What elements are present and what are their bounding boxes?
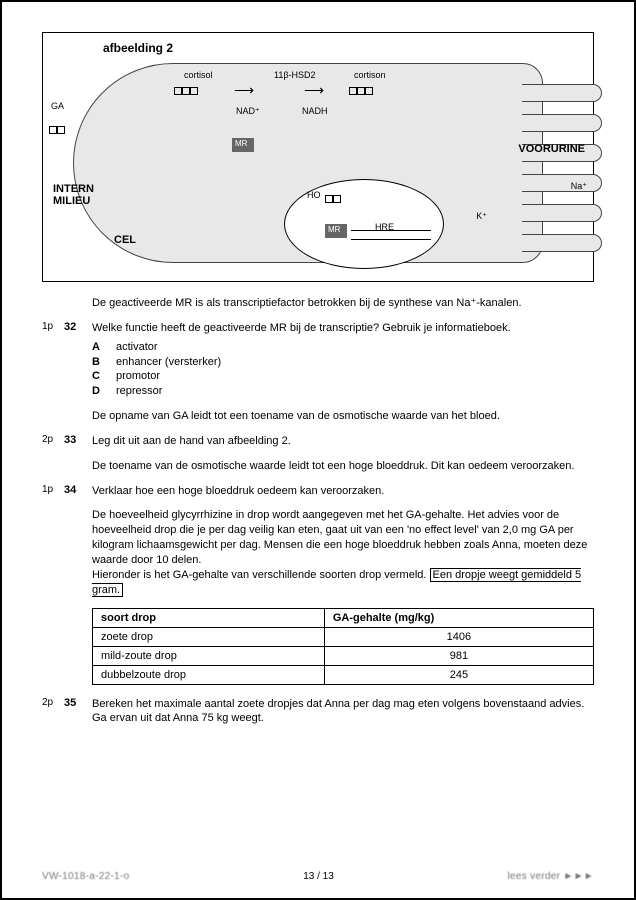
dna-strand [351, 230, 431, 240]
question-33: 2p 33 Leg dit uit aan de hand van afbeel… [92, 434, 594, 449]
q34-marker: 1p [42, 484, 64, 499]
label-intern: INTERN MILIEU [53, 183, 113, 207]
q32-marker: 1p [42, 321, 64, 399]
q34-text: Verklaar hoe een hoge bloeddruk oedeem k… [92, 484, 594, 499]
q32-text: Welke functie heeft de geactiveerde MR b… [92, 322, 511, 334]
label-enzyme: 11β-HSD2 [274, 70, 316, 80]
label-cortisol: cortisol [184, 70, 213, 80]
molecule-nucleus [325, 194, 365, 214]
table-row: mild-zoute drop 981 [93, 646, 594, 665]
q33-text: Leg dit uit aan de hand van afbeelding 2… [92, 434, 594, 449]
molecule-cortisol [174, 86, 214, 106]
q32-num: 32 [64, 321, 92, 399]
q33-num: 33 [64, 434, 92, 449]
figure-title: afbeelding 2 [103, 41, 173, 55]
q32-opt-d: Drepressor [92, 384, 594, 399]
para-3: De toename van de osmotische waarde leid… [92, 459, 594, 474]
q32-opt-b: Benhancer (versterker) [92, 355, 594, 370]
label-cel: CEL [114, 234, 136, 246]
label-na: Na⁺ [571, 181, 587, 192]
intro-para: De geactiveerde MR is als transcriptiefa… [92, 296, 594, 311]
th-soort: soort drop [93, 608, 325, 627]
label-k: K⁺ [476, 211, 487, 222]
molecule-cortison [349, 86, 389, 106]
para-4b: Hieronder is het GA-gehalte van verschil… [92, 569, 426, 581]
label-nad: NAD⁺ [236, 106, 260, 117]
q34-num: 34 [64, 484, 92, 499]
molecule-ga [49, 125, 89, 145]
q35-marker: 2p [42, 697, 64, 727]
cell-shape: cortisol 11β-HSD2 cortison NAD⁺ NADH ⟶ ⟶… [73, 63, 543, 263]
page-footer: VW-1018-a-22-1-o 13 / 13 lees verder ►►► [42, 871, 594, 882]
q35-num: 35 [64, 697, 92, 727]
label-voorurine: VOORURINE [518, 143, 585, 155]
para-4: De hoeveelheid glycyrrhizine in drop wor… [92, 508, 594, 597]
table-row: dubbelzoute drop 245 [93, 665, 594, 684]
q32-opt-c: Cpromotor [92, 369, 594, 384]
footer-right: lees verder ►►► [508, 871, 594, 882]
mr-receptor-nucleus [325, 224, 347, 238]
label-cortison: cortison [354, 70, 386, 80]
footer-left: VW-1018-a-22-1-o [42, 871, 129, 882]
mr-receptor-cyto [232, 138, 254, 152]
label-ho: HO [307, 190, 321, 200]
table-header-row: soort drop GA-gehalte (mg/kg) [93, 608, 594, 627]
label-nadh: NADH [302, 106, 328, 116]
question-35: 2p 35 Bereken het maximale aantal zoete … [92, 697, 594, 727]
q33-marker: 2p [42, 434, 64, 449]
reaction-arrow-2: ⟶ [304, 82, 324, 99]
para-2: De opname van GA leidt tot een toename v… [92, 409, 594, 424]
label-ga: GA [51, 101, 64, 111]
content-body: De geactiveerde MR is als transcriptiefa… [92, 296, 594, 726]
q35-text: Bereken het maximale aantal zoete dropje… [92, 697, 594, 727]
question-34: 1p 34 Verklaar hoe een hoge bloeddruk oe… [92, 484, 594, 499]
drop-table: soort drop GA-gehalte (mg/kg) zoete drop… [92, 608, 594, 685]
reaction-arrow: ⟶ [234, 82, 254, 99]
figure-2: afbeelding 2 cortisol 11β-HSD2 cortison … [42, 32, 594, 282]
q32-opt-a: Aactivator [92, 340, 594, 355]
th-ga: GA-gehalte (mg/kg) [324, 608, 593, 627]
nucleus: HO HRE [284, 179, 444, 269]
footer-center: 13 / 13 [303, 871, 334, 882]
table-row: zoete drop 1406 [93, 627, 594, 646]
para-4a: De hoeveelheid glycyrrhizine in drop wor… [92, 509, 587, 566]
question-32: 1p 32 Welke functie heeft de geactiveerd… [92, 321, 594, 399]
